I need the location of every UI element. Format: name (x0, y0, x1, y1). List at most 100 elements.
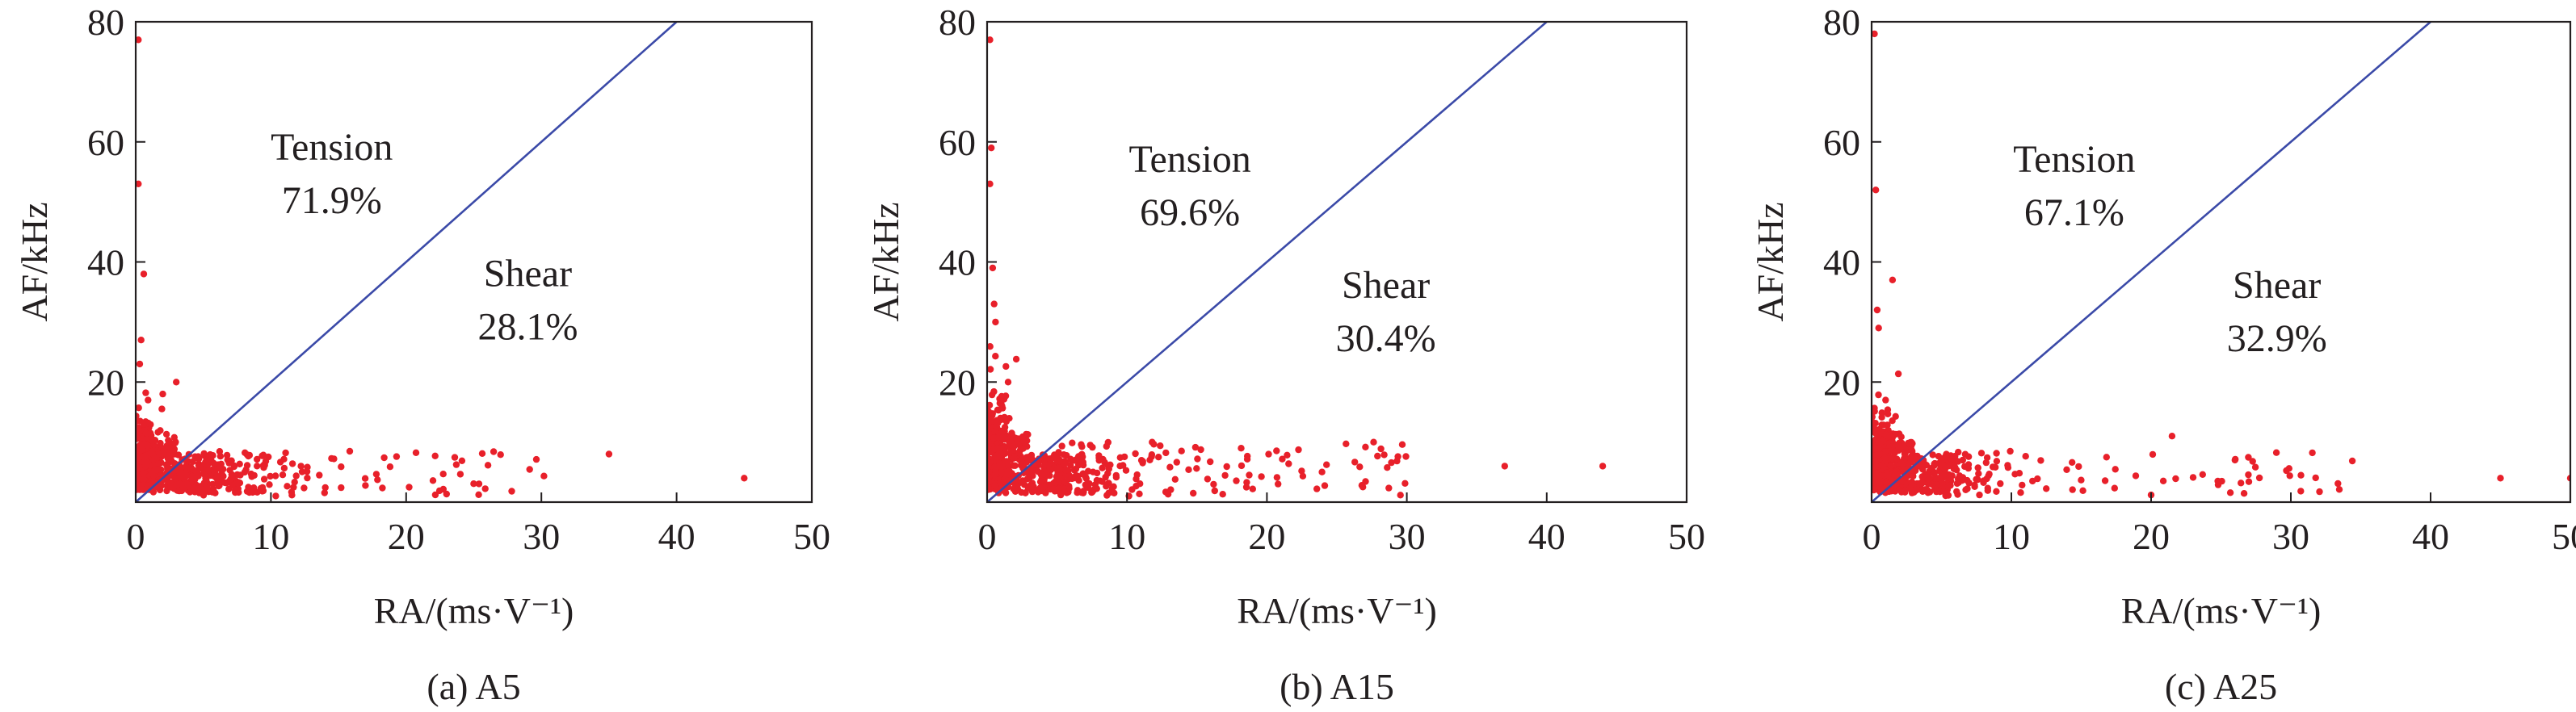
scatter-point (987, 461, 992, 468)
scatter-point (1992, 463, 1999, 471)
scatter-point (1299, 472, 1307, 480)
scatter-point (2159, 477, 2167, 484)
scatter-point (282, 449, 289, 457)
y-tick-label: 40 (1823, 242, 1860, 283)
scatter-point (1954, 491, 1961, 498)
scatter-point (2199, 471, 2206, 478)
scatter-point (1961, 463, 1969, 471)
y-tick-label: 60 (1823, 122, 1860, 163)
scatter-point (157, 439, 164, 447)
scatter-point (1393, 457, 1401, 465)
boundary-line (1871, 21, 2431, 503)
scatter-point (2240, 490, 2248, 497)
scatter-point (362, 482, 369, 489)
scatter-point (1167, 486, 1175, 493)
y-tick-label: 80 (1823, 2, 1860, 43)
scatter-point (2103, 454, 2110, 461)
scatter-point (1079, 459, 1087, 466)
scatter-point (987, 36, 994, 44)
scatter-point (1133, 475, 1140, 483)
scatter-point (1079, 470, 1087, 477)
scatter-point (2017, 489, 2024, 496)
scatter-point (2043, 485, 2050, 492)
scatter-point (987, 343, 994, 350)
scatter-point (1223, 463, 1230, 471)
scatter-point (1002, 450, 1009, 457)
scatter-point (1099, 464, 1106, 471)
scatter-point (1321, 482, 1329, 489)
scatter-point (216, 448, 224, 455)
scatter-point (1922, 486, 1929, 493)
y-tick-label: 60 (939, 122, 976, 163)
scatter-point (1054, 473, 1061, 480)
scatter-point (1162, 449, 1170, 457)
scatter-point (200, 480, 208, 487)
scatter-point (1910, 472, 1917, 480)
y-tick-label: 20 (1823, 362, 1860, 403)
scatter-point (992, 418, 999, 425)
x-tick-label: 30 (523, 516, 560, 557)
scatter-point (182, 463, 190, 471)
y-tick-label: 40 (939, 242, 976, 283)
scatter-point (2063, 466, 2070, 473)
scatter-point (1993, 458, 2001, 465)
scatter-point (1273, 474, 1281, 481)
scatter-point (987, 481, 991, 488)
scatter-point (987, 366, 994, 373)
scatter-point (1111, 489, 1118, 496)
scatter-point (1136, 490, 1143, 497)
scatter-point (160, 447, 167, 454)
scatter-point (162, 461, 170, 468)
scatter-point (995, 433, 1002, 441)
scatter-point (1298, 467, 1305, 475)
scatter-point (1091, 481, 1099, 488)
scatter-point (1908, 446, 1915, 453)
panel-caption: (a) A5 (427, 666, 520, 707)
scatter-point (2149, 450, 2157, 459)
scatter-point (1872, 451, 1876, 459)
scatter-point (288, 460, 296, 467)
scatter-point (994, 406, 1002, 413)
scatter-point (141, 452, 149, 459)
scatter-point (1120, 453, 1128, 461)
chart-panel-2: 0 10 20 30 40 50 20 40 60 80 RA/(ms·V⁻¹) AF/kHz Tens… (865, 2, 1705, 707)
scatter-point (2497, 475, 2504, 482)
scatter-point (1875, 325, 1882, 332)
scatter-point (1233, 477, 1240, 484)
scatter-point (1931, 470, 1938, 477)
scatter-point (1024, 431, 1032, 438)
scatter-point (2168, 433, 2176, 440)
scatter-point (1243, 455, 1251, 463)
scatter-point (1171, 475, 1179, 483)
scatter-point (2172, 475, 2179, 483)
x-tick-label: 30 (1389, 516, 1426, 557)
scatter-point (1011, 462, 1019, 469)
scatter-point (372, 471, 380, 478)
scatter-point (1019, 445, 1027, 452)
scatter-point (1086, 480, 1093, 488)
scatter-point (1872, 186, 1880, 194)
scatter-point (1993, 488, 2000, 495)
scatter-point (451, 454, 459, 461)
scatter-point (145, 396, 152, 404)
plot-frame (1870, 20, 2572, 504)
scatter-point (605, 450, 613, 458)
x-tick-label: 50 (793, 516, 830, 557)
scatter-point (532, 455, 540, 463)
scatter-point (225, 485, 233, 492)
scatter-point (1897, 433, 1905, 441)
scatter-point (276, 459, 284, 466)
scatter-point (1219, 491, 1226, 498)
scatter-point (475, 491, 482, 498)
scatter-point (2112, 466, 2119, 473)
x-tick-label: 40 (1528, 516, 1565, 557)
scatter-point (2189, 474, 2197, 481)
scatter-point (338, 484, 345, 492)
scatter-point (151, 437, 159, 444)
scatter-point (993, 452, 1001, 459)
scatter-point (2245, 471, 2252, 479)
scatter-point (2335, 486, 2343, 493)
scatter-point (1931, 485, 1939, 492)
scatter-point (1112, 471, 1120, 480)
scatter-point (393, 453, 401, 460)
